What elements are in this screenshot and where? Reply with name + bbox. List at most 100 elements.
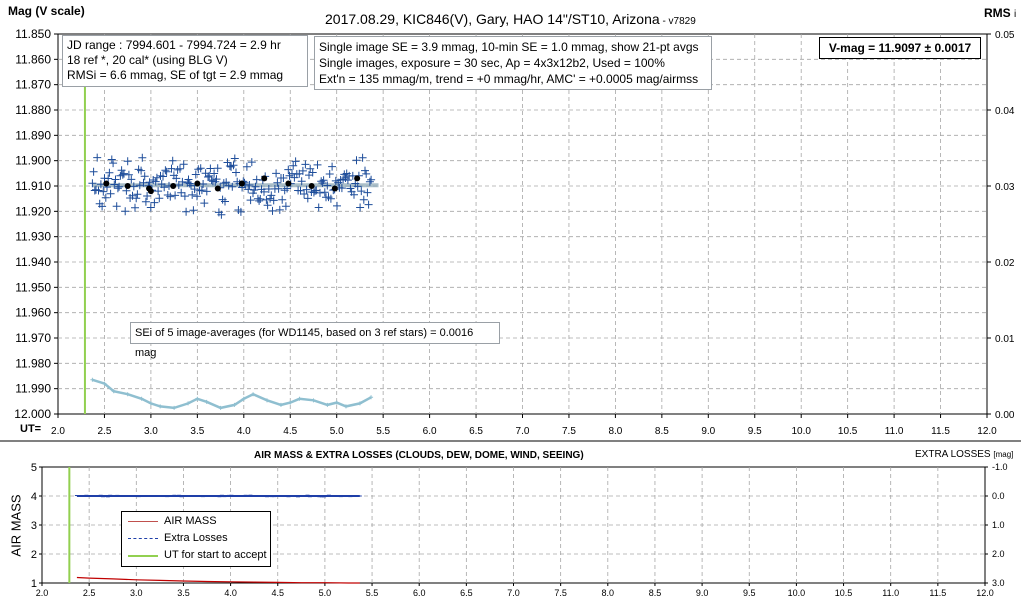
single-image-point: [123, 157, 132, 166]
average-point: [261, 175, 268, 182]
rms-point: [186, 401, 191, 406]
rms-point: [241, 396, 246, 401]
single-image-point: [207, 176, 216, 185]
single-image-point: [184, 175, 193, 184]
single-image-point: [308, 168, 317, 177]
chart-title: 2017.08.29, KIC846(V), Gary, HAO 14"/ST1…: [325, 11, 696, 27]
single-image-point: [313, 160, 322, 169]
rms-point: [90, 377, 95, 382]
single-image-point: [171, 191, 180, 200]
legend-label-extra-losses: Extra Losses: [164, 532, 228, 544]
single-image-point: [106, 189, 115, 198]
lower-x-tick-label: 9.0: [696, 588, 709, 598]
rms-point: [204, 399, 209, 404]
single-image-point: [316, 188, 324, 197]
upper-y-tick-label: 11.850: [15, 27, 51, 41]
info-rmsi: RMSi = 6.6 mmag, SE of tgt = 2.9 mmag: [67, 68, 284, 82]
lower-x-tick-label: 3.5: [177, 588, 190, 598]
single-image-point: [172, 174, 181, 183]
single-image-point: [229, 161, 238, 170]
upper-y-tick-label: 11.930: [15, 230, 51, 244]
lower-x-tick-label: 8.0: [602, 588, 615, 598]
single-image-point: [247, 158, 256, 167]
single-image-point: [150, 198, 159, 207]
average-point: [331, 185, 338, 192]
single-image-point: [230, 154, 239, 163]
single-image-point: [133, 190, 142, 199]
version-label: - v7829: [659, 16, 696, 27]
upper-x-tick-label: 6.5: [469, 426, 483, 437]
extra-losses-unit: [mag]: [993, 450, 1014, 459]
single-image-point: [337, 184, 346, 193]
single-image-point: [357, 187, 366, 196]
rms-y-tick-label: 0.05: [995, 30, 1015, 41]
info-box-middle: Single image SE = 3.9 mmag, 10-min SE = …: [314, 36, 712, 90]
extra-losses-y-tick-label: 1.0: [992, 520, 1005, 530]
rms-point: [265, 398, 270, 403]
upper-y-tick-label: 11.860: [15, 52, 51, 66]
info-box-left: JD range : 7994.601 - 7994.724 = 2.9 hr …: [62, 35, 308, 87]
single-image-point: [94, 186, 103, 195]
info-exposure: Single images, exposure = 30 sec, Ap = 4…: [319, 56, 665, 70]
se-box: SEi of 5 image-averages (for WD1145, bas…: [130, 322, 500, 359]
single-image-point: [323, 181, 332, 190]
single-image-point: [210, 169, 219, 178]
rms-y-tick-label: 0.02: [995, 258, 1015, 269]
single-image-point: [263, 201, 272, 210]
lower-y-tick-label: 2: [31, 549, 37, 561]
upper-x-tick-label: 9.5: [748, 426, 762, 437]
single-image-point: [98, 202, 107, 211]
single-image-point: [365, 177, 374, 186]
lower-x-tick-label: 10.0: [788, 588, 806, 598]
lower-y-axis-title: AIR MASS: [8, 494, 24, 557]
single-image-point: [251, 182, 260, 191]
single-image-point: [217, 210, 226, 219]
single-image-point: [141, 197, 150, 206]
upper-x-tick-label: 3.0: [144, 426, 158, 437]
single-image-point: [110, 180, 119, 189]
single-image-point: [320, 188, 329, 197]
info-single-se: Single image SE = 3.9 mmag, 10-min SE = …: [319, 40, 699, 54]
single-image-point: [105, 168, 114, 177]
air-mass-line: [76, 576, 360, 584]
rms-axis-title: RMS i: [984, 6, 1016, 20]
single-image-point: [99, 187, 108, 196]
single-image-point: [275, 205, 284, 214]
lower-x-tick-label: 6.5: [460, 588, 473, 598]
upper-x-tick-label: 10.0: [791, 426, 811, 437]
single-image-point: [89, 167, 98, 176]
rms-point: [195, 396, 200, 401]
legend-swatch-air-mass: [128, 521, 158, 522]
single-image-point: [296, 186, 305, 195]
single-image-point: [256, 195, 265, 203]
upper-x-tick-label: 11.0: [885, 426, 904, 437]
single-image-point: [206, 164, 215, 173]
single-image-point: [213, 164, 222, 173]
rms-point: [148, 401, 153, 406]
legend-swatch-extra-losses: [128, 538, 158, 539]
single-image-point: [212, 175, 221, 184]
single-image-point: [325, 170, 334, 178]
lower-title: AIR MASS & EXTRA LOSSES (CLOUDS, DEW, DO…: [254, 450, 584, 461]
single-image-point: [268, 206, 277, 215]
single-image-point: [346, 184, 355, 193]
single-image-point: [112, 202, 121, 211]
single-image-point: [273, 178, 282, 187]
upper-y-tick-label: 11.910: [15, 179, 51, 193]
rms-label: RMS: [984, 6, 1011, 20]
single-image-point: [187, 181, 195, 190]
single-image-point: [178, 177, 187, 186]
rms-point: [158, 404, 163, 409]
lower-x-tick-label: 3.0: [130, 588, 143, 598]
single-image-point: [120, 169, 128, 178]
single-image-point: [281, 202, 290, 211]
average-point: [308, 183, 315, 189]
single-image-point: [242, 162, 251, 171]
single-image-point: [298, 166, 307, 175]
rms-point: [172, 405, 177, 410]
single-image-point: [260, 187, 268, 196]
single-image-point: [146, 203, 155, 212]
info-extinction: Ext'n = 135 mmag/m, trend = +0 mmag/hr, …: [319, 72, 699, 86]
vmag-box: V-mag = 11.9097 ± 0.0017: [819, 37, 981, 59]
single-image-point: [182, 207, 191, 216]
